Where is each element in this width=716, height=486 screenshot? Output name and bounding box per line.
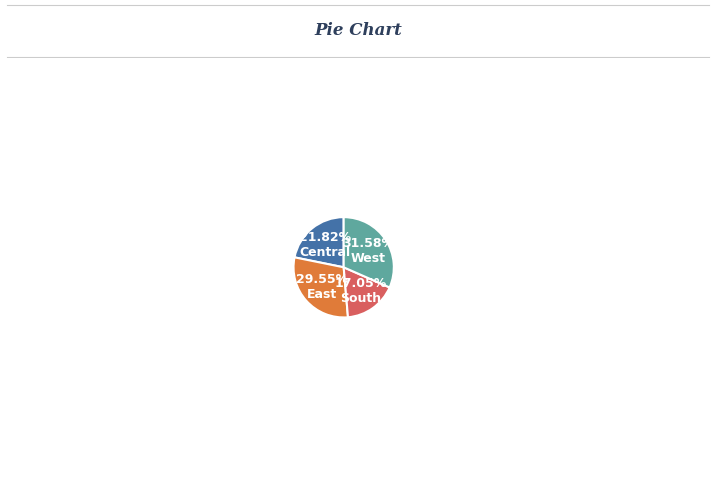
Wedge shape xyxy=(344,267,390,317)
Wedge shape xyxy=(344,217,394,287)
Text: 31.58%
West: 31.58% West xyxy=(342,237,394,265)
Text: 21.82%
Central: 21.82% Central xyxy=(299,231,352,259)
Wedge shape xyxy=(294,217,344,267)
Text: 17.05%
South: 17.05% South xyxy=(334,277,387,305)
Text: Pie Chart: Pie Chart xyxy=(314,22,402,39)
Wedge shape xyxy=(294,258,348,317)
Text: 29.55%
East: 29.55% East xyxy=(296,273,348,301)
